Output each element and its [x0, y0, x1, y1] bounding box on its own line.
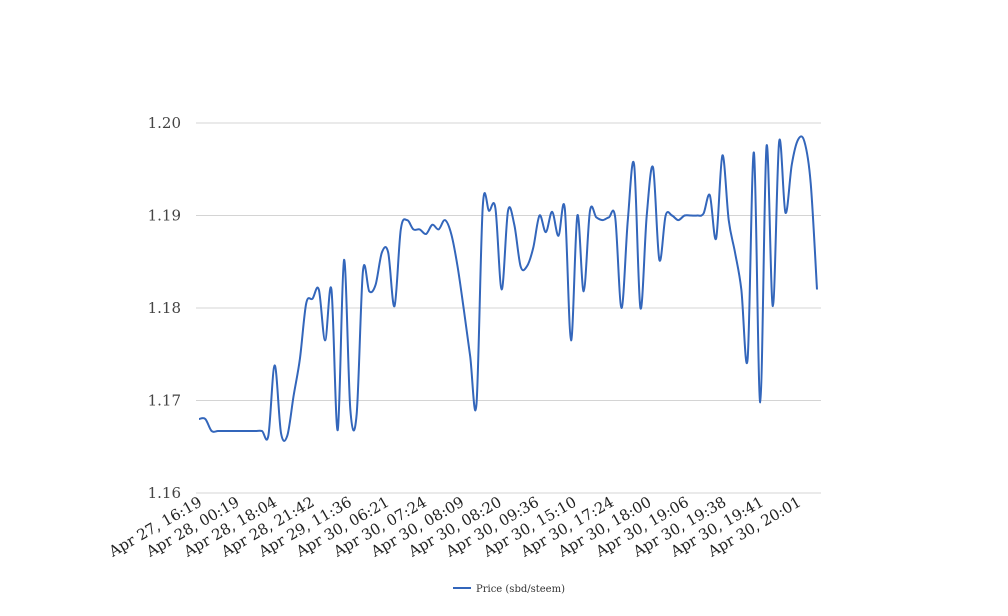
y-tick-label: 1.17 [148, 392, 181, 410]
legend[interactable]: Price (sbd/steem) [453, 584, 565, 595]
y-tick-label: 1.19 [148, 207, 181, 225]
series-lines [198, 135, 818, 442]
legend-label: Price (sbd/steem) [476, 584, 565, 595]
gridlines [196, 122, 821, 494]
series-line-price [198, 135, 818, 442]
y-tick-label: 1.16 [148, 484, 181, 502]
y-tick-label: 1.20 [148, 114, 181, 132]
y-axis-tick-labels: 1.16 1.17 1.18 1.19 1.20 [148, 114, 181, 502]
y-tick-label: 1.18 [148, 299, 181, 317]
